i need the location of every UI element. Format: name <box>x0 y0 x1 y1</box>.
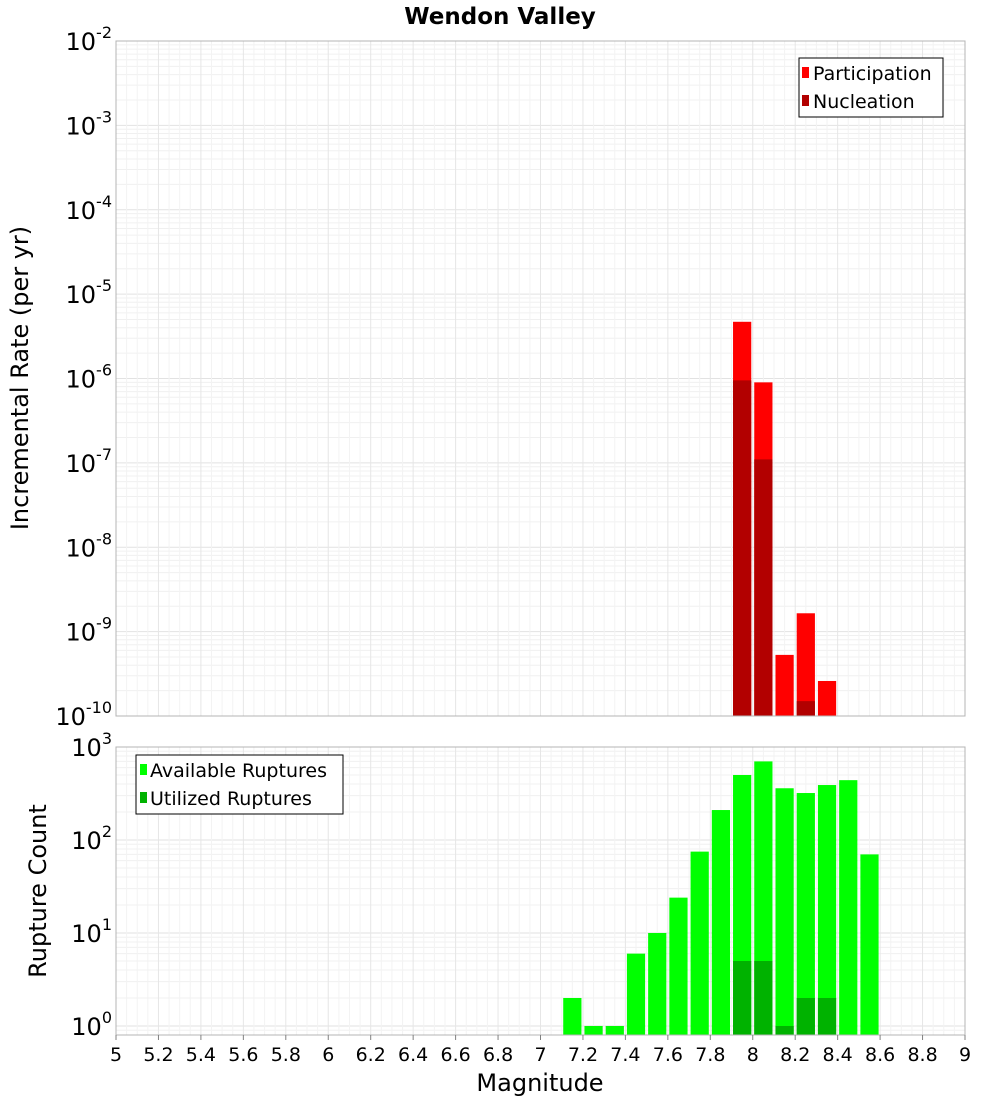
rate-y-tick-label: 10-2 <box>66 23 113 56</box>
count-bar-available-ruptures <box>775 788 794 1035</box>
count-bar-utilized-ruptures <box>796 997 815 1035</box>
count-y-ticks: 103 102 101 100 <box>71 729 112 1041</box>
x-tick-label: 5.6 <box>228 1044 258 1066</box>
rate-bar-participation <box>775 654 794 716</box>
nucleation-legend-label: Nucleation <box>813 91 915 113</box>
count-bar-available-ruptures <box>648 932 667 1035</box>
x-tick-label: 5.2 <box>143 1044 173 1066</box>
x-tick-label: 5.4 <box>186 1044 216 1066</box>
x-tick-label: 7.2 <box>568 1044 598 1066</box>
utilized-ruptures-swatch <box>140 792 147 803</box>
count-legend-box <box>135 754 344 815</box>
rate-panel: 10-2 10-3 10-4 10-5 10-6 10-7 10-8 10-9 10-10 In… <box>6 23 966 731</box>
rate-y-tick-label: 10-9 <box>66 614 113 647</box>
x-tick-label: 5.8 <box>271 1044 301 1066</box>
rate-legend-box <box>798 57 944 118</box>
rate-y-tick-label: 10-4 <box>66 192 113 225</box>
rate-legend: Participation Nucleation <box>798 57 944 118</box>
x-tick-label: 7 <box>534 1044 546 1066</box>
count-bar-available-ruptures <box>605 1025 624 1035</box>
rate-y-tick-label: 10-6 <box>66 361 113 394</box>
x-tick-label: 6.8 <box>483 1044 513 1066</box>
x-tick-label: 8 <box>747 1044 759 1066</box>
x-tick-label: 8.6 <box>865 1044 895 1066</box>
rate-bars <box>733 321 837 716</box>
x-axis-label: Magnitude <box>476 1069 603 1097</box>
rate-bar-nucleation <box>796 701 815 716</box>
rate-bar-participation <box>796 613 815 716</box>
x-tick-label: 7.8 <box>695 1044 725 1066</box>
count-y-tick-label: 101 <box>71 915 112 948</box>
rate-y-tick-label: 10-3 <box>66 107 113 140</box>
participation-legend-label: Participation <box>813 63 932 85</box>
magnitude-x-ticks: 5 5.2 5.4 5.6 5.8 6 6.2 6.4 6.6 6.8 7 7.2 7.4 7.6 7.8 8… <box>110 1035 971 1066</box>
utilized-ruptures-legend-label: Utilized Ruptures <box>150 788 312 810</box>
x-tick-label: 7.4 <box>610 1044 640 1066</box>
rate-y-tick-label: 10-8 <box>66 529 113 562</box>
participation-swatch <box>802 67 809 78</box>
count-bar-utilized-ruptures <box>817 997 837 1035</box>
available-ruptures-swatch <box>140 764 147 775</box>
chart-title: Wendon Valley <box>404 4 596 30</box>
x-tick-label: 8.8 <box>907 1044 937 1066</box>
count-bars <box>563 761 879 1035</box>
x-tick-label: 6.4 <box>398 1044 428 1066</box>
count-panel: 103 102 101 100 5 5.2 5.4 5.6 5.8 6 6.2 6.4 6.6 6.8 7… <box>24 729 971 1097</box>
count-bar-utilized-ruptures <box>775 1025 794 1035</box>
count-y-axis-label: Rupture Count <box>24 804 52 978</box>
x-tick-label: 6.6 <box>440 1044 470 1066</box>
x-tick-label: 9 <box>959 1044 971 1066</box>
count-bar-available-ruptures <box>796 793 815 1035</box>
x-tick-label: 5 <box>110 1044 122 1066</box>
count-bar-available-ruptures <box>584 1025 603 1035</box>
count-y-tick-label: 102 <box>71 822 112 855</box>
rate-y-tick-label: 10-7 <box>66 445 113 478</box>
x-tick-label: 8.2 <box>780 1044 810 1066</box>
count-bar-available-ruptures <box>669 897 688 1035</box>
x-tick-label: 6.2 <box>356 1044 386 1066</box>
rate-y-tick-label: 10-5 <box>66 276 113 309</box>
x-tick-label: 6 <box>322 1044 334 1066</box>
count-y-tick-label: 100 <box>71 1008 112 1041</box>
count-bar-utilized-ruptures <box>754 960 773 1035</box>
rate-bar-nucleation <box>754 459 773 716</box>
count-bar-available-ruptures <box>690 851 709 1035</box>
rate-bar-nucleation <box>733 380 752 716</box>
rate-y-tick-label: 10-10 <box>55 698 112 731</box>
count-bar-available-ruptures <box>563 997 582 1035</box>
rate-y-ticks: 10-2 10-3 10-4 10-5 10-6 10-7 10-8 10-9 10-10 <box>55 23 112 731</box>
count-bar-available-ruptures <box>839 780 858 1035</box>
rate-y-axis-label: Incremental Rate (per yr) <box>6 226 34 530</box>
x-tick-label: 8.4 <box>823 1044 853 1066</box>
rate-grid <box>115 41 966 717</box>
rate-plot-frame <box>115 40 966 717</box>
count-bar-utilized-ruptures <box>733 960 752 1035</box>
count-legend: Available Ruptures Utilized Ruptures <box>135 754 344 815</box>
rate-bar-participation <box>817 680 837 716</box>
count-bar-available-ruptures <box>626 953 646 1035</box>
count-bar-available-ruptures <box>860 854 879 1035</box>
available-ruptures-legend-label: Available Ruptures <box>150 760 327 782</box>
count-bar-available-ruptures <box>817 785 837 1035</box>
count-y-tick-label: 103 <box>71 729 112 762</box>
count-bar-available-ruptures <box>711 810 731 1035</box>
nucleation-swatch <box>802 95 809 106</box>
x-tick-label: 7.6 <box>653 1044 683 1066</box>
